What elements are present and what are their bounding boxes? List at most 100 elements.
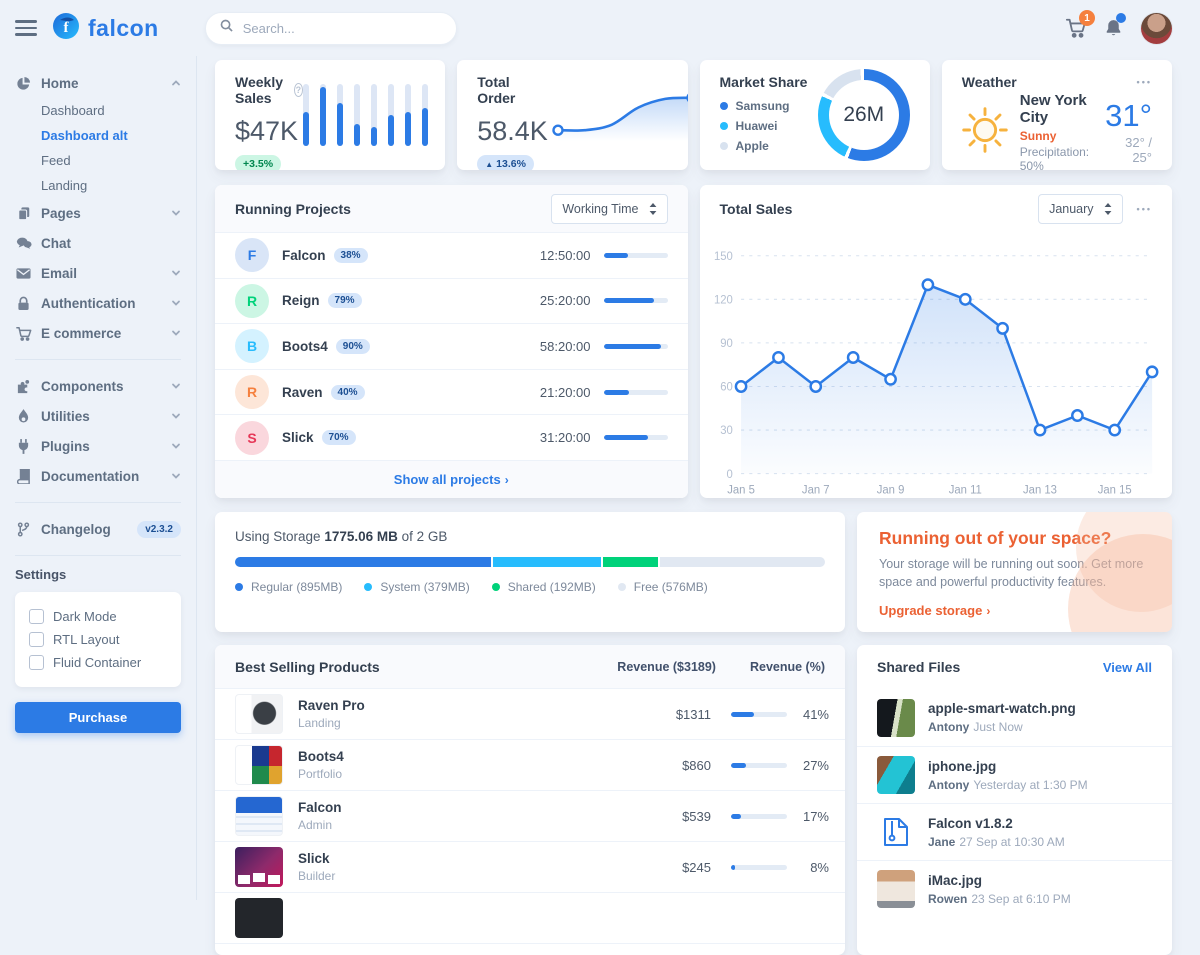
sidebar-item-changelog[interactable]: Changelog v2.3.2 bbox=[15, 514, 181, 544]
sidebar-item-email[interactable]: Email bbox=[15, 258, 181, 288]
product-name[interactable]: Slick bbox=[298, 851, 335, 866]
sidebar-item-plugins[interactable]: Plugins bbox=[15, 431, 181, 461]
product-category-link[interactable]: Admin bbox=[298, 818, 342, 832]
product-name[interactable]: Falcon bbox=[298, 800, 342, 815]
product-category-link[interactable]: Landing bbox=[298, 716, 365, 730]
help-icon[interactable]: ? bbox=[294, 83, 303, 97]
search-input[interactable] bbox=[241, 20, 442, 37]
storage-progress-bar bbox=[235, 557, 825, 567]
product-revenue-percent: 41% bbox=[787, 707, 829, 722]
show-all-projects-link[interactable]: Show all projects› bbox=[215, 461, 688, 498]
notifications-button[interactable] bbox=[1103, 17, 1125, 39]
project-name[interactable]: Raven bbox=[282, 385, 323, 400]
sidebar-item-e-commerce[interactable]: E commerce bbox=[15, 318, 181, 348]
file-author: Antony bbox=[928, 720, 969, 734]
upgrade-storage-link[interactable]: Upgrade storage› bbox=[879, 603, 990, 618]
sidebar-item-label: E commerce bbox=[41, 326, 162, 341]
file-name-link[interactable]: Falcon v1.8.2 bbox=[928, 816, 1065, 831]
hamburger-menu-icon[interactable] bbox=[15, 20, 37, 36]
main-content: Weekly Sales ? $47K +3.5% Total Order 58… bbox=[215, 56, 1172, 955]
version-badge: v2.3.2 bbox=[137, 521, 181, 538]
file-time: 23 Sep at 6:10 PM bbox=[971, 892, 1070, 906]
product-category-link[interactable]: Portfolio bbox=[298, 767, 344, 781]
sidebar-item-authentication[interactable]: Authentication bbox=[15, 288, 181, 318]
sidebar-subitem-landing[interactable]: Landing bbox=[15, 173, 181, 198]
sidebar-item-chat[interactable]: Chat bbox=[15, 228, 181, 258]
product-revenue-progress bbox=[731, 865, 787, 870]
running-projects-title: Running Projects bbox=[235, 201, 351, 217]
total-sales-menu-button[interactable]: ••• bbox=[1137, 204, 1152, 214]
settings-option-fluid-container[interactable]: Fluid Container bbox=[29, 651, 167, 674]
svg-text:Jan 15: Jan 15 bbox=[1097, 484, 1131, 496]
product-name[interactable]: Raven Pro bbox=[298, 698, 365, 713]
product-thumbnail[interactable] bbox=[235, 847, 283, 887]
product-thumbnail[interactable] bbox=[235, 694, 283, 734]
product-thumbnail[interactable] bbox=[235, 898, 283, 938]
revenue-column-header: Revenue ($3189) bbox=[617, 660, 716, 674]
working-time-select[interactable]: Working Time bbox=[551, 194, 667, 224]
weather-menu-button[interactable]: ••• bbox=[1137, 77, 1152, 87]
file-name-link[interactable]: iMac.jpg bbox=[928, 873, 1071, 888]
sidebar-item-label: Changelog bbox=[41, 522, 128, 537]
market-share-legend-item: Samsung bbox=[720, 99, 808, 113]
cart-button[interactable]: 1 bbox=[1065, 17, 1087, 39]
project-avatar: B bbox=[235, 329, 269, 363]
product-row: Raven Pro Landing $1311 41% bbox=[215, 689, 845, 740]
legend-dot bbox=[492, 583, 500, 591]
product-revenue: $245 bbox=[651, 860, 711, 875]
total-order-sparkline bbox=[548, 75, 688, 156]
logo-wordmark: falcon bbox=[88, 15, 159, 42]
puzzle-icon bbox=[15, 379, 32, 394]
sidebar-subitem-dashboard[interactable]: Dashboard bbox=[15, 98, 181, 123]
checkbox-fluid-container[interactable] bbox=[29, 655, 44, 670]
weekly-sales-value: $47K bbox=[235, 116, 303, 147]
product-name[interactable]: Boots4 bbox=[298, 749, 344, 764]
notification-dot-badge bbox=[1116, 13, 1126, 23]
product-category-link[interactable]: Builder bbox=[298, 869, 335, 883]
purchase-button[interactable]: Purchase bbox=[15, 702, 181, 733]
product-thumbnail[interactable] bbox=[235, 745, 283, 785]
sidebar-item-label: Components bbox=[41, 379, 162, 394]
weekly-sales-bar bbox=[320, 84, 326, 146]
file-name-link[interactable]: iphone.jpg bbox=[928, 759, 1088, 774]
file-name-link[interactable]: apple-smart-watch.png bbox=[928, 701, 1076, 716]
project-name[interactable]: Boots4 bbox=[282, 339, 328, 354]
sidebar-item-label: Email bbox=[41, 266, 162, 281]
checkbox-dark-mode[interactable] bbox=[29, 609, 44, 624]
sidebar-item-utilities[interactable]: Utilities bbox=[15, 401, 181, 431]
market-share-total: 26M bbox=[818, 69, 910, 161]
svg-text:120: 120 bbox=[713, 294, 732, 306]
sidebar-subitem-dashboard-alt[interactable]: Dashboard alt bbox=[15, 123, 181, 148]
settings-option-dark-mode[interactable]: Dark Mode bbox=[29, 605, 167, 628]
user-avatar[interactable] bbox=[1141, 13, 1172, 44]
sidebar-divider bbox=[15, 555, 181, 556]
sidebar-item-documentation[interactable]: Documentation bbox=[15, 461, 181, 491]
project-name[interactable]: Reign bbox=[282, 293, 320, 308]
svg-text:30: 30 bbox=[720, 425, 733, 437]
product-thumbnail[interactable] bbox=[235, 796, 283, 836]
sidebar-item-home[interactable]: Home bbox=[15, 68, 181, 98]
view-all-link[interactable]: View All bbox=[1103, 660, 1152, 675]
falcon-logo[interactable]: f falcon bbox=[51, 11, 159, 46]
svg-text:Jan 13: Jan 13 bbox=[1023, 484, 1057, 496]
project-name[interactable]: Slick bbox=[282, 430, 314, 445]
sidebar-item-components[interactable]: Components bbox=[15, 371, 181, 401]
chart-pie-icon bbox=[15, 76, 32, 91]
project-name[interactable]: Falcon bbox=[282, 248, 326, 263]
total-order-card: Total Order 58.4K ▲ 13.6% bbox=[457, 60, 687, 170]
settings-option-rtl-layout[interactable]: RTL Layout bbox=[29, 628, 167, 651]
checkbox-rtl-layout[interactable] bbox=[29, 632, 44, 647]
search-bar[interactable] bbox=[205, 12, 457, 45]
sidebar-item-pages[interactable]: Pages bbox=[15, 198, 181, 228]
sidebar-subitem-feed[interactable]: Feed bbox=[15, 148, 181, 173]
product-revenue: $1311 bbox=[651, 707, 711, 722]
month-select[interactable]: January bbox=[1038, 194, 1122, 224]
